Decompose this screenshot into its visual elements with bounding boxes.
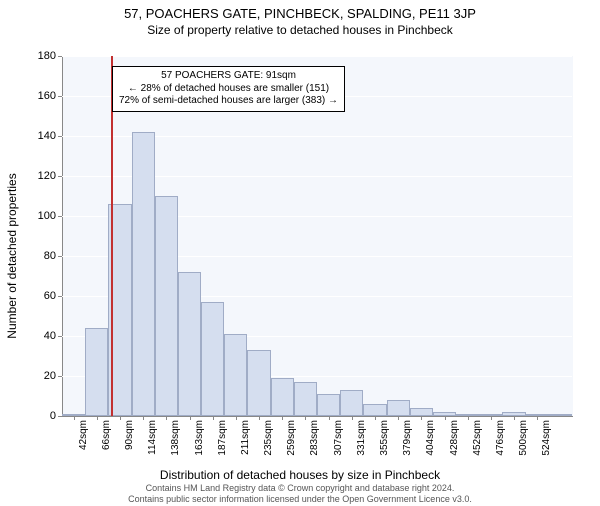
chart-subtitle: Size of property relative to detached ho… (0, 23, 600, 37)
ytick-label: 80 (44, 250, 56, 262)
xtick-label: 283sqm (309, 420, 320, 456)
xtick-label: 138sqm (170, 420, 181, 456)
xtick-mark (97, 416, 98, 420)
x-axis-label: Distribution of detached houses by size … (160, 468, 440, 482)
ytick-label: 160 (38, 90, 56, 102)
xtick-label: 90sqm (124, 420, 135, 450)
ytick-label: 20 (44, 370, 56, 382)
xtick-label: 379sqm (402, 420, 413, 456)
ytick-label: 100 (38, 210, 56, 222)
xtick-mark (421, 416, 422, 420)
xtick-mark (375, 416, 376, 420)
xtick-label: 307sqm (333, 420, 344, 456)
histogram-bar (317, 394, 340, 416)
annotation-box: 57 POACHERS GATE: 91sqm ← 28% of detache… (112, 66, 345, 112)
xtick-label: 42sqm (78, 420, 89, 450)
ytick-mark (58, 336, 62, 337)
xtick-label: 476sqm (495, 420, 506, 456)
xtick-label: 428sqm (449, 420, 460, 456)
xtick-mark (537, 416, 538, 420)
xtick-mark (190, 416, 191, 420)
histogram-bar (410, 408, 433, 416)
annotation-line1: 57 POACHERS GATE: 91sqm (119, 70, 338, 83)
histogram-bar (85, 328, 108, 416)
histogram-bar (271, 378, 294, 416)
ytick-mark (58, 296, 62, 297)
ytick-label: 40 (44, 330, 56, 342)
xtick-label: 163sqm (194, 420, 205, 456)
histogram-bar (294, 382, 317, 416)
ytick-label: 120 (38, 170, 56, 182)
xtick-label: 500sqm (518, 420, 529, 456)
histogram-bar (247, 350, 270, 416)
ytick-mark (58, 176, 62, 177)
xtick-mark (329, 416, 330, 420)
plot-area: 020406080100120140160180 42sqm66sqm90sqm… (62, 56, 572, 416)
xtick-mark (398, 416, 399, 420)
xtick-label: 404sqm (425, 420, 436, 456)
histogram-bar (363, 404, 386, 416)
xtick-label: 235sqm (263, 420, 274, 456)
footer-line1: Contains HM Land Registry data © Crown c… (128, 483, 472, 493)
xtick-mark (282, 416, 283, 420)
y-axis-label: Number of detached properties (5, 173, 19, 338)
xtick-mark (514, 416, 515, 420)
ytick-mark (58, 136, 62, 137)
xtick-mark (352, 416, 353, 420)
xtick-mark (468, 416, 469, 420)
xtick-mark (305, 416, 306, 420)
xtick-label: 524sqm (541, 420, 552, 456)
xtick-mark (143, 416, 144, 420)
xtick-label: 355sqm (379, 420, 390, 456)
histogram-bar (132, 132, 155, 416)
ytick-label: 180 (38, 50, 56, 62)
histogram-bar (387, 400, 410, 416)
ytick-mark (58, 216, 62, 217)
ytick-mark (58, 96, 62, 97)
footer: Contains HM Land Registry data © Crown c… (128, 483, 472, 504)
annotation-line3: 72% of semi-detached houses are larger (… (119, 95, 338, 108)
xtick-label: 114sqm (147, 420, 158, 455)
annotation-line2: ← 28% of detached houses are smaller (15… (119, 83, 338, 96)
ytick-label: 140 (38, 130, 56, 142)
xtick-label: 259sqm (286, 420, 297, 456)
histogram-bar (224, 334, 247, 416)
ytick-mark (58, 376, 62, 377)
histogram-bar (201, 302, 224, 416)
histogram-bar (178, 272, 201, 416)
xtick-label: 187sqm (217, 420, 228, 456)
histogram-bar (549, 414, 572, 416)
xtick-label: 331sqm (356, 420, 367, 456)
ytick-mark (58, 256, 62, 257)
xtick-label: 452sqm (472, 420, 483, 456)
ytick-mark (58, 56, 62, 57)
xtick-mark (259, 416, 260, 420)
ytick-mark (58, 416, 62, 417)
xtick-mark (213, 416, 214, 420)
xtick-label: 211sqm (240, 420, 251, 455)
xtick-mark (491, 416, 492, 420)
gridline (62, 56, 572, 57)
xtick-mark (445, 416, 446, 420)
xtick-mark (236, 416, 237, 420)
footer-line2: Contains public sector information licen… (128, 494, 472, 504)
xtick-mark (166, 416, 167, 420)
chart-container: 57, POACHERS GATE, PINCHBECK, SPALDING, … (0, 6, 600, 506)
xtick-mark (74, 416, 75, 420)
ytick-label: 0 (50, 410, 56, 422)
xtick-label: 66sqm (101, 420, 112, 450)
histogram-bar (340, 390, 363, 416)
ytick-label: 60 (44, 290, 56, 302)
histogram-bar (155, 196, 178, 416)
xtick-mark (120, 416, 121, 420)
chart-title: 57, POACHERS GATE, PINCHBECK, SPALDING, … (0, 6, 600, 21)
